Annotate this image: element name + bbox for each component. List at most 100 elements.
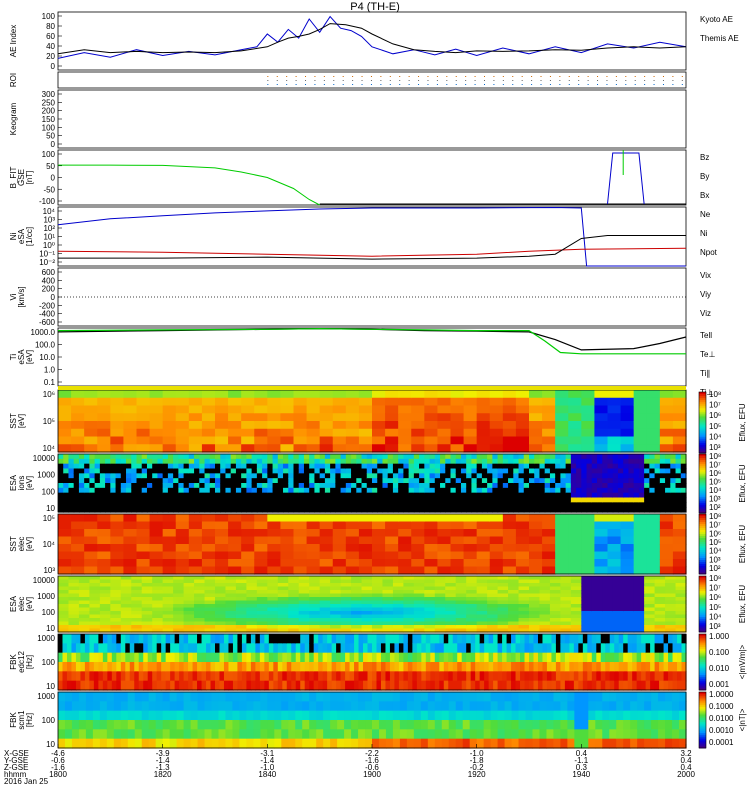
spec-cell [549,576,561,581]
spec-cell [330,487,336,494]
spec-cell [162,607,174,612]
spec-cell [513,473,520,479]
spec-cell [544,497,551,503]
spec-cell [513,492,520,499]
spec-cell [511,710,520,721]
spec-cell [665,611,677,616]
roi-dot [370,84,372,85]
spec-cell [63,473,70,479]
spec-cell [434,625,446,630]
spec-cell [235,583,247,588]
spec-cell [235,579,247,584]
spec-cell [298,492,305,499]
spec-cell [617,473,624,479]
spec-cell [581,600,593,605]
spec-cell [120,692,129,702]
ytick-label: 80 [46,22,55,31]
spec-cell [513,463,520,470]
spec-cell [197,729,206,740]
spec-cell [539,692,548,702]
spec-cell [340,458,347,465]
spec-cell [282,643,288,654]
spec-cell [523,483,530,489]
spec-cell [304,652,310,663]
spec-cell [260,720,268,730]
roi-dot [540,84,542,85]
spec-cell [392,720,401,730]
spec-cell [78,487,85,494]
spec-cell [268,671,274,682]
spec-cell [633,468,640,474]
ylabel-esa2: elec [17,597,26,612]
spec-cell [295,720,303,730]
spec-cell [529,507,535,513]
spec-cell [594,413,609,422]
colorbar-label: Eflux, EFU [738,403,747,441]
colorbar-cell [699,483,706,486]
spec-cell [392,463,399,470]
spec-cell [416,652,422,663]
spec-cell [149,397,164,407]
spec-cell [340,597,352,602]
spec-cell [469,729,478,740]
spec-cell [560,611,572,616]
spec-cell [424,413,439,422]
spec-cell [394,634,400,644]
spec-cell [448,720,457,730]
spec-cell [120,483,127,489]
spec-cell [588,729,596,740]
spec-cell [250,662,256,672]
spec-cell [58,611,70,616]
spec-cell [84,566,98,575]
spec-cell [147,643,153,654]
spec-cell [437,536,452,545]
spec-cell [58,607,70,612]
spec-cell [283,454,289,460]
spec-cell [544,507,551,513]
spec-cell [237,671,243,682]
spec-cell [235,593,247,598]
spec-cell [219,680,225,691]
spec-cell [481,478,488,484]
spec-cell [365,729,373,740]
spec-cell [437,544,452,553]
spec-cell [316,692,324,702]
spec-cell [330,492,336,499]
spec-cell [529,625,541,630]
spec-cell [223,662,230,672]
spec-cell [420,692,429,702]
colorbar-cell [699,422,706,426]
spec-cell [58,529,72,538]
spec-cell [115,468,122,474]
spec-cell [633,521,648,530]
spec-cell [134,680,140,691]
spec-cell [68,604,80,609]
colorbar-cell [699,538,706,541]
spec-cell [179,662,185,672]
spec-cell [455,497,462,503]
spec-cell [487,463,493,470]
colorbar-cell [699,442,706,446]
spec-cell [466,483,473,489]
spec-cell [463,436,478,445]
spec-cell [201,634,207,644]
spec-cell [466,671,472,682]
spec-cell [633,614,645,619]
spec-cell [126,507,132,513]
spec-cell [413,701,422,712]
spec-cell [336,643,342,654]
spec-cell [529,458,535,465]
spectrogram-sst2 [58,514,687,575]
spec-cell [253,738,261,749]
spec-cell [215,625,227,630]
spec-cell [73,492,80,499]
spec-cell [440,473,446,479]
spec-cell [413,487,420,494]
spec-cell [476,492,483,499]
spec-cell [345,521,360,530]
spec-cell [411,551,425,560]
spec-cell [594,397,609,407]
spec-cell [544,502,551,508]
spec-cell [616,738,624,749]
spec-cell [463,551,478,560]
